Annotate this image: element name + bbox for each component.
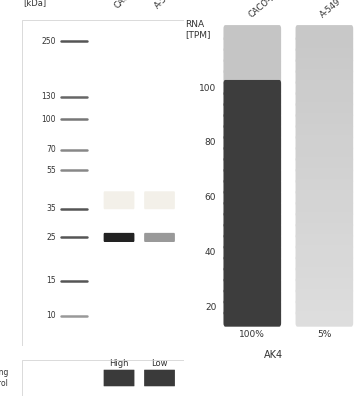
FancyBboxPatch shape	[296, 256, 353, 272]
FancyBboxPatch shape	[223, 278, 281, 294]
Text: 55: 55	[46, 166, 56, 175]
FancyBboxPatch shape	[144, 191, 175, 209]
FancyBboxPatch shape	[104, 191, 134, 209]
Text: 100: 100	[41, 115, 56, 124]
Text: CACO-2: CACO-2	[113, 0, 142, 10]
FancyBboxPatch shape	[296, 212, 353, 228]
Text: 5%: 5%	[317, 330, 332, 339]
FancyBboxPatch shape	[296, 157, 353, 173]
FancyBboxPatch shape	[296, 113, 353, 129]
FancyBboxPatch shape	[296, 223, 353, 239]
FancyBboxPatch shape	[296, 234, 353, 250]
FancyBboxPatch shape	[223, 36, 281, 52]
Text: 80: 80	[205, 138, 216, 148]
FancyBboxPatch shape	[223, 201, 281, 217]
FancyBboxPatch shape	[296, 25, 353, 41]
FancyBboxPatch shape	[296, 288, 353, 305]
FancyBboxPatch shape	[296, 278, 353, 294]
FancyBboxPatch shape	[223, 288, 281, 305]
FancyBboxPatch shape	[223, 102, 281, 118]
Text: 10: 10	[46, 311, 56, 320]
FancyBboxPatch shape	[296, 80, 353, 96]
Text: 15: 15	[46, 276, 56, 286]
FancyBboxPatch shape	[223, 244, 281, 261]
FancyBboxPatch shape	[223, 113, 281, 129]
FancyBboxPatch shape	[223, 179, 281, 195]
Text: [TPM]: [TPM]	[186, 30, 211, 39]
FancyBboxPatch shape	[296, 300, 353, 316]
FancyBboxPatch shape	[223, 80, 281, 96]
FancyBboxPatch shape	[223, 234, 281, 250]
Text: [kDa]: [kDa]	[23, 0, 47, 7]
FancyBboxPatch shape	[223, 146, 281, 162]
FancyBboxPatch shape	[223, 135, 281, 151]
Text: 70: 70	[46, 145, 56, 154]
Text: CACO-2: CACO-2	[246, 0, 277, 20]
Text: 60: 60	[205, 193, 216, 202]
Text: 35: 35	[46, 204, 56, 213]
Text: 20: 20	[205, 303, 216, 312]
FancyBboxPatch shape	[296, 58, 353, 74]
FancyBboxPatch shape	[223, 168, 281, 184]
FancyBboxPatch shape	[296, 310, 353, 327]
FancyBboxPatch shape	[296, 102, 353, 118]
FancyBboxPatch shape	[223, 266, 281, 283]
FancyBboxPatch shape	[296, 168, 353, 184]
FancyBboxPatch shape	[223, 310, 281, 327]
FancyBboxPatch shape	[223, 47, 281, 63]
Text: RNA: RNA	[186, 20, 205, 29]
FancyBboxPatch shape	[144, 233, 175, 242]
FancyBboxPatch shape	[223, 223, 281, 239]
FancyBboxPatch shape	[296, 36, 353, 52]
Text: Low: Low	[151, 359, 168, 368]
FancyBboxPatch shape	[223, 58, 281, 74]
FancyBboxPatch shape	[223, 300, 281, 316]
FancyBboxPatch shape	[296, 266, 353, 283]
FancyBboxPatch shape	[223, 190, 281, 206]
FancyBboxPatch shape	[296, 146, 353, 162]
FancyBboxPatch shape	[104, 370, 134, 386]
FancyBboxPatch shape	[296, 190, 353, 206]
FancyBboxPatch shape	[296, 69, 353, 85]
Text: 25: 25	[46, 233, 56, 242]
FancyBboxPatch shape	[296, 47, 353, 63]
FancyBboxPatch shape	[296, 179, 353, 195]
Text: A-549: A-549	[318, 0, 343, 20]
Text: A-549: A-549	[153, 0, 177, 10]
FancyBboxPatch shape	[223, 124, 281, 140]
Text: 100%: 100%	[240, 330, 265, 339]
FancyBboxPatch shape	[223, 212, 281, 228]
FancyBboxPatch shape	[296, 244, 353, 261]
Text: 250: 250	[41, 36, 56, 46]
Text: High: High	[109, 359, 129, 368]
FancyBboxPatch shape	[296, 91, 353, 107]
FancyBboxPatch shape	[296, 201, 353, 217]
FancyBboxPatch shape	[144, 370, 175, 386]
Text: AK4: AK4	[264, 350, 284, 360]
FancyBboxPatch shape	[104, 233, 134, 242]
FancyBboxPatch shape	[223, 69, 281, 85]
Text: 130: 130	[41, 92, 56, 101]
Text: Loading
Control: Loading Control	[0, 368, 9, 388]
FancyBboxPatch shape	[296, 135, 353, 151]
FancyBboxPatch shape	[223, 25, 281, 41]
FancyBboxPatch shape	[223, 256, 281, 272]
FancyBboxPatch shape	[223, 157, 281, 173]
FancyBboxPatch shape	[223, 91, 281, 107]
Text: 40: 40	[205, 248, 216, 257]
Text: 100: 100	[199, 84, 216, 92]
FancyBboxPatch shape	[296, 124, 353, 140]
